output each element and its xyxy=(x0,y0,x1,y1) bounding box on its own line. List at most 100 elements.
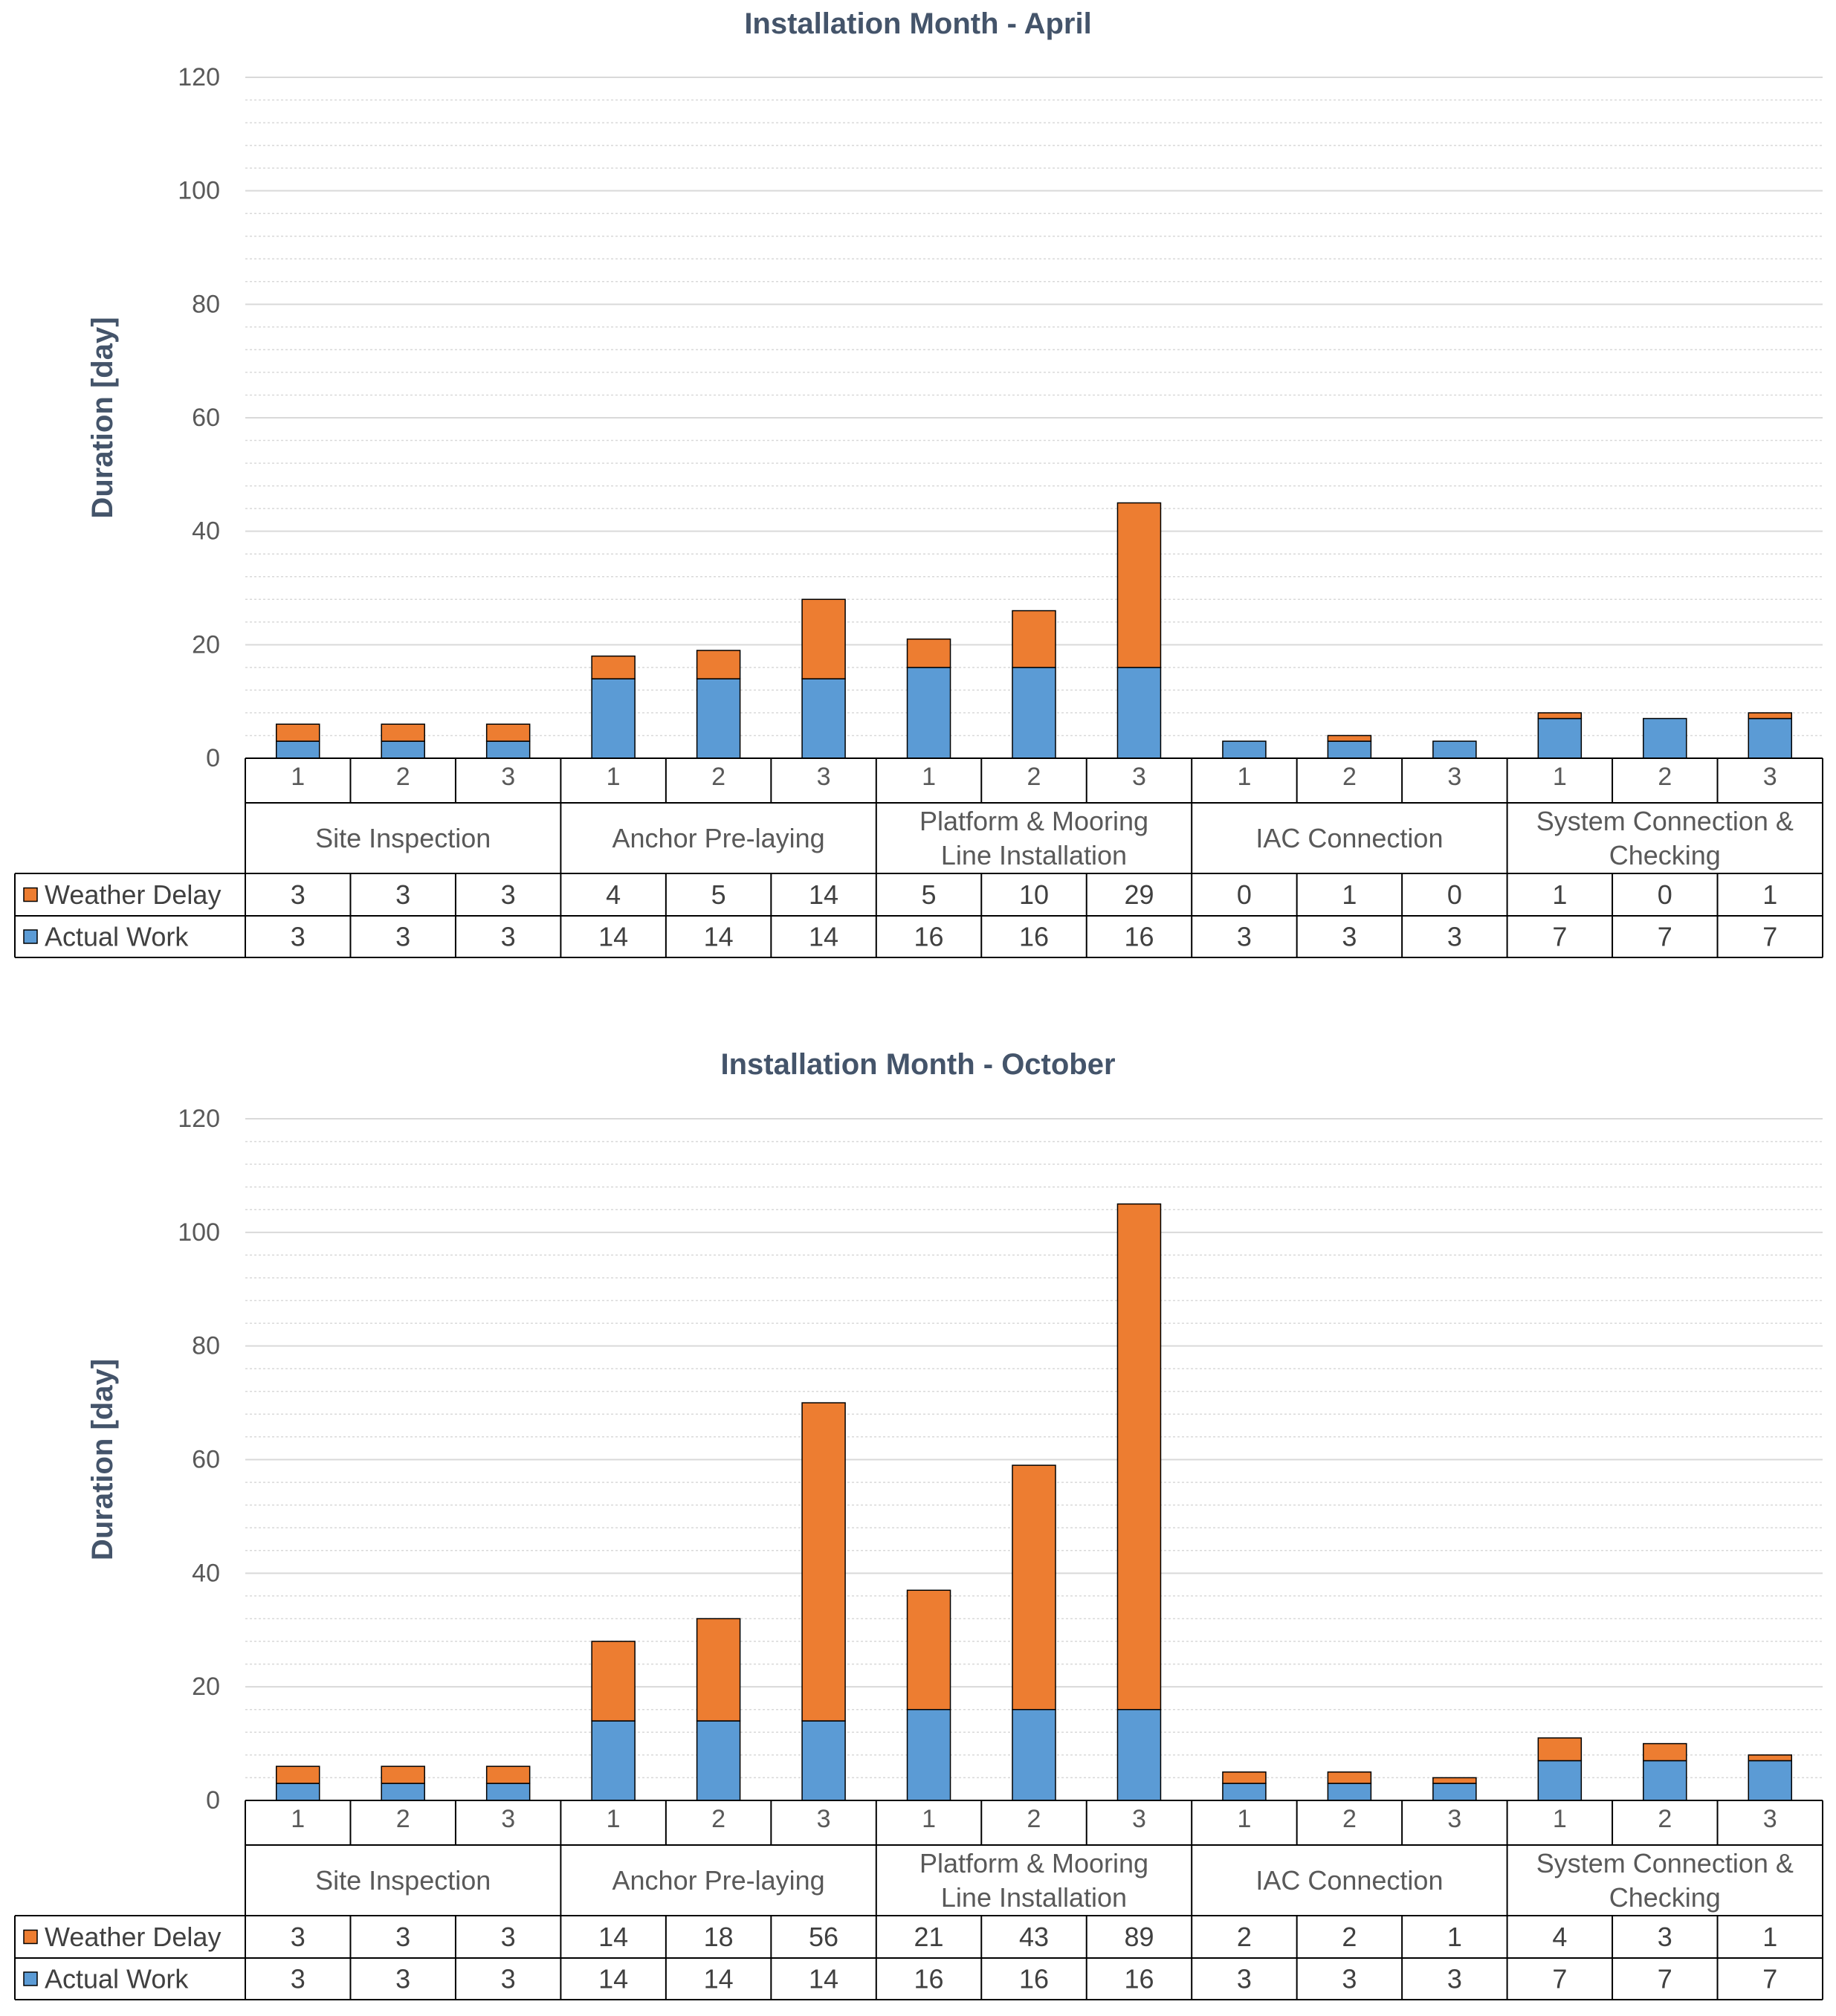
data-value-actual-work: 14 xyxy=(704,922,734,952)
bar-weather-delay xyxy=(801,1402,846,1722)
y-tick-label: 100 xyxy=(178,177,220,205)
data-value-actual-work: 3 xyxy=(1447,922,1462,952)
bar-actual-work xyxy=(1327,740,1372,759)
data-value-weather-delay: 3 xyxy=(395,879,410,910)
bar-weather-delay xyxy=(1748,712,1793,720)
data-value-actual-work: 14 xyxy=(598,922,628,952)
category-label: 1 xyxy=(1237,1805,1251,1833)
bar-weather-delay xyxy=(1748,1754,1793,1762)
category-label: 2 xyxy=(1027,763,1041,791)
y-tick-label: 80 xyxy=(192,1332,220,1360)
group-label: Checking xyxy=(1609,840,1721,870)
data-value-weather-delay: 21 xyxy=(914,1922,944,1952)
bar-weather-delay xyxy=(1012,1464,1056,1710)
y-tick-label: 20 xyxy=(192,1673,220,1701)
bar-actual-work xyxy=(1116,667,1162,759)
bar-weather-delay xyxy=(485,723,531,742)
group-label: Site Inspection xyxy=(315,1865,491,1896)
y-tick-label: 0 xyxy=(206,744,220,772)
category-label: 3 xyxy=(817,1805,831,1833)
data-value-actual-work: 3 xyxy=(501,1964,516,1994)
bar-weather-delay xyxy=(1116,1203,1162,1710)
y-tick-label: 0 xyxy=(206,1786,220,1815)
data-value-actual-work: 3 xyxy=(395,922,410,952)
data-value-weather-delay: 1 xyxy=(1342,879,1357,910)
group-label: Platform & Mooring xyxy=(919,1848,1148,1878)
bar-actual-work xyxy=(801,678,846,759)
bar-weather-delay xyxy=(696,1618,741,1722)
bar-weather-delay xyxy=(906,1589,951,1710)
bar-weather-delay xyxy=(801,598,846,679)
category-label: 3 xyxy=(501,763,515,791)
bar-weather-delay xyxy=(1012,610,1056,668)
data-value-weather-delay: 89 xyxy=(1124,1922,1154,1952)
category-label: 1 xyxy=(922,763,936,791)
data-value-weather-delay: 1 xyxy=(1447,1922,1462,1952)
chart-0: Installation Month - April02040608010012… xyxy=(14,7,1823,958)
data-value-weather-delay: 10 xyxy=(1019,879,1049,910)
data-value-actual-work: 16 xyxy=(914,922,944,952)
group-label: Site Inspection xyxy=(315,823,491,853)
category-label: 2 xyxy=(711,763,725,791)
category-label: 3 xyxy=(1763,1805,1777,1833)
y-tick-label: 100 xyxy=(178,1218,220,1247)
data-value-weather-delay: 5 xyxy=(922,879,937,910)
group-label: Anchor Pre-laying xyxy=(612,1865,825,1896)
bar-actual-work xyxy=(381,1783,425,1801)
bar-actual-work xyxy=(1748,1760,1793,1801)
data-value-actual-work: 14 xyxy=(704,1964,734,1994)
category-label: 1 xyxy=(1237,763,1251,791)
data-value-weather-delay: 4 xyxy=(606,879,621,910)
category-label: 1 xyxy=(922,1805,936,1833)
category-label: 1 xyxy=(291,1805,305,1833)
bar-actual-work xyxy=(1643,1760,1687,1801)
chart-title: Installation Month - April xyxy=(744,7,1091,40)
data-value-weather-delay: 1 xyxy=(1762,1922,1777,1952)
category-label: 3 xyxy=(817,763,831,791)
bar-weather-delay xyxy=(275,1765,320,1784)
category-label: 3 xyxy=(1132,1805,1146,1833)
y-tick-label: 60 xyxy=(192,1446,220,1474)
category-label: 2 xyxy=(711,1805,725,1833)
bar-weather-delay xyxy=(1327,734,1372,742)
group-label: Line Installation xyxy=(941,1882,1127,1913)
legend-label-actual-work: Actual Work xyxy=(45,1964,189,1994)
data-value-weather-delay: 4 xyxy=(1552,1922,1567,1952)
y-axis-label: Duration [day] xyxy=(86,1359,119,1560)
bar-actual-work xyxy=(1537,1760,1583,1801)
category-label: 2 xyxy=(1027,1805,1041,1833)
data-value-actual-work: 16 xyxy=(1124,922,1154,952)
bar-actual-work xyxy=(591,678,636,759)
legend-key-actual-work xyxy=(23,929,38,944)
y-tick-label: 40 xyxy=(192,517,220,546)
bar-weather-delay xyxy=(591,1641,636,1722)
group-label: IAC Connection xyxy=(1255,1865,1443,1896)
y-tick-label: 80 xyxy=(192,290,220,318)
category-label: 2 xyxy=(1658,1805,1672,1833)
category-label: 3 xyxy=(1447,763,1461,791)
bar-weather-delay xyxy=(381,723,425,742)
group-label: Line Installation xyxy=(941,840,1127,870)
data-value-weather-delay: 1 xyxy=(1762,879,1777,910)
data-value-weather-delay: 3 xyxy=(395,1922,410,1952)
y-tick-label: 120 xyxy=(178,1105,220,1133)
data-value-weather-delay: 3 xyxy=(291,879,306,910)
group-label: System Connection & xyxy=(1536,806,1794,836)
data-value-actual-work: 3 xyxy=(395,1964,410,1994)
data-value-weather-delay: 43 xyxy=(1019,1922,1049,1952)
data-value-actual-work: 3 xyxy=(291,1964,306,1994)
data-value-actual-work: 3 xyxy=(501,922,516,952)
bar-actual-work xyxy=(696,678,741,759)
bar-actual-work xyxy=(485,740,531,759)
category-label: 2 xyxy=(1342,763,1357,791)
data-value-weather-delay: 2 xyxy=(1237,1922,1252,1952)
bar-actual-work xyxy=(275,740,320,759)
y-axis-label: Duration [day] xyxy=(86,317,119,518)
bar-weather-delay xyxy=(275,723,320,742)
bar-actual-work xyxy=(1432,1783,1477,1801)
category-label: 2 xyxy=(396,1805,410,1833)
group-label: Checking xyxy=(1609,1882,1721,1913)
data-value-weather-delay: 0 xyxy=(1658,879,1672,910)
data-value-actual-work: 3 xyxy=(1342,922,1357,952)
data-value-weather-delay: 29 xyxy=(1124,879,1154,910)
